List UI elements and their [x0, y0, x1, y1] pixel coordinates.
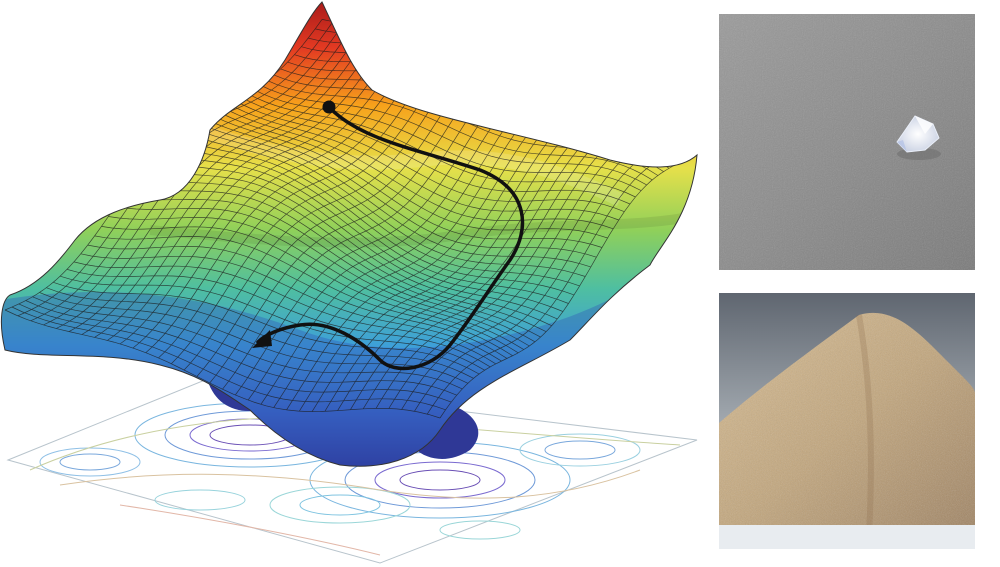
mesh-line — [107, 21, 411, 341]
descent-path — [252, 100, 525, 371]
mesh-line — [350, 115, 620, 410]
mesh-line — [68, 22, 378, 332]
mesh-line — [132, 24, 433, 349]
mesh-line — [196, 48, 488, 377]
crystal-photo — [719, 14, 975, 270]
mesh-line — [209, 55, 499, 384]
mesh-line — [273, 90, 554, 408]
mesh-line — [94, 21, 400, 338]
mesh-line — [426, 146, 687, 415]
mesh-line — [362, 119, 631, 409]
mesh-line — [222, 63, 510, 390]
mesh-line — [414, 139, 676, 412]
end-arrow — [252, 330, 272, 348]
mesh-line — [183, 42, 477, 371]
mesh-line — [81, 21, 389, 335]
mesh-line — [337, 111, 609, 411]
powder-photo — [719, 293, 975, 549]
mesh-line — [260, 84, 543, 405]
energy-surface — [1, 2, 697, 467]
mesh-line — [439, 153, 697, 419]
mesh-line — [56, 22, 367, 329]
mesh-line — [286, 95, 565, 411]
mesh-line — [119, 22, 422, 345]
mesh-line — [145, 27, 444, 353]
mesh-line — [324, 108, 598, 412]
mesh-line — [235, 70, 521, 396]
start-dot — [322, 100, 336, 114]
mesh-line — [299, 100, 576, 412]
energy-landscape-panel — [0, 1, 698, 564]
